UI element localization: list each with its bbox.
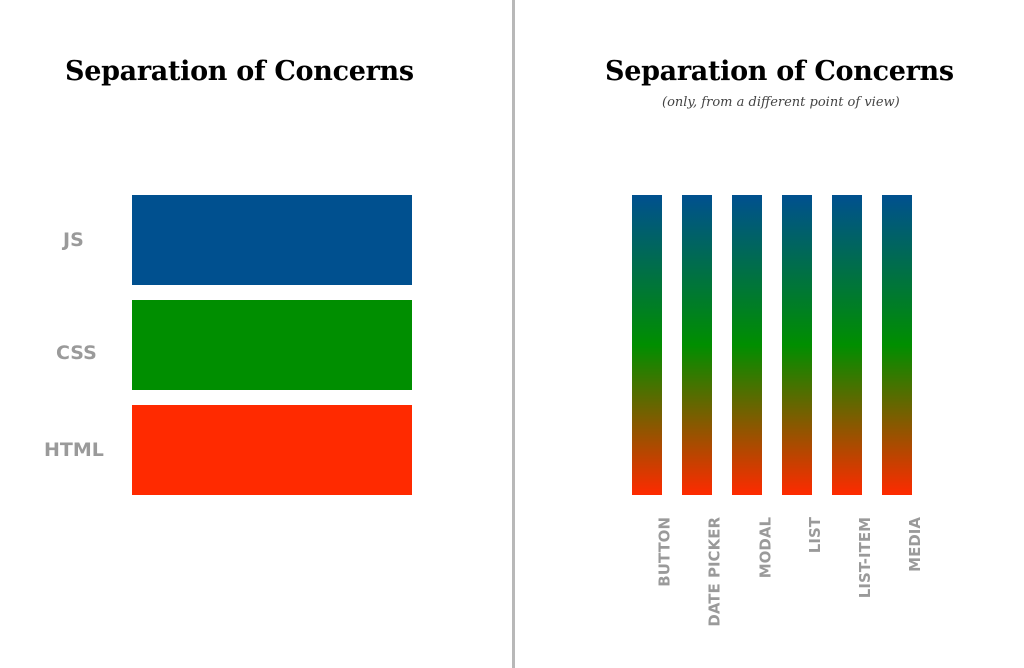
component-label-modal: MODAL [756,517,774,579]
layer-bar-html [132,405,412,495]
layer-label-css: CSS [56,342,97,364]
layer-label-js: JS [63,229,84,251]
component-bar-date-picker [682,195,712,495]
right-title: Separation of Concerns [605,56,954,87]
panel-divider [512,0,515,668]
component-bar-list [782,195,812,495]
component-label-list-item: LIST-ITEM [856,517,874,599]
component-label-date-picker: DATE PICKER [706,517,724,627]
component-bar-button [632,195,662,495]
component-label-media: MEDIA [906,517,924,572]
left-title: Separation of Concerns [65,56,414,87]
component-bar-list-item [832,195,862,495]
component-bar-media [882,195,912,495]
component-label-button: BUTTON [656,517,674,587]
layer-label-html: HTML [44,439,104,461]
layer-bar-js [132,195,412,285]
component-bar-modal [732,195,762,495]
component-label-list: LIST [806,517,824,554]
right-subtitle: (only, from a different point of view) [662,95,900,110]
layer-bar-css [132,300,412,390]
